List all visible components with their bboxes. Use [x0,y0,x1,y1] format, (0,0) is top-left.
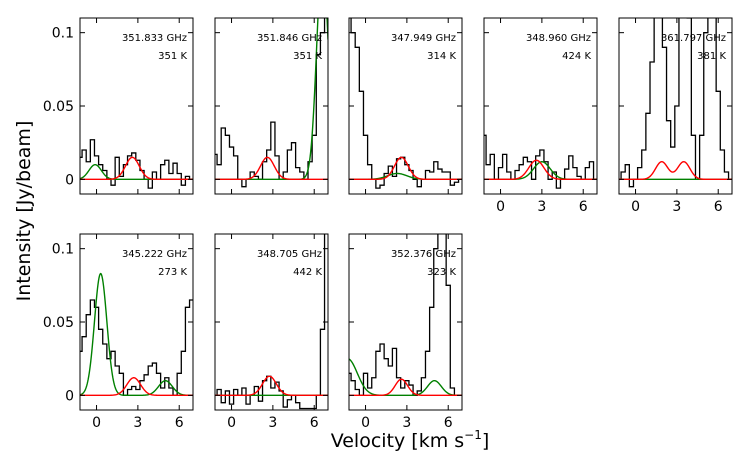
observed-spectrum [215,234,326,410]
temperature-label: 351 K [158,51,187,62]
x-tick-label: 0 [92,415,101,431]
x-tick-label: 0 [496,199,505,215]
y-tick-label: 0.1 [52,26,74,42]
panel-plot-area [619,18,732,188]
frequency-label: 351.846 GHz [257,33,322,44]
panel-frame [79,233,194,411]
panel-plot-area [484,134,597,189]
x-axis-label-main: Velocity [km s [331,430,464,452]
model-red-line [215,375,328,397]
model-red-line [80,377,193,397]
observed-spectrum [350,18,462,189]
model-red-line [484,159,597,181]
panel-plot-area [349,234,462,397]
model-red-line [349,378,462,397]
temperature-label: 424 K [562,51,591,62]
frequency-label: 351.833 GHz [122,33,187,44]
panel-3: 347.949 GHz 314 K [348,17,463,195]
panel-7: 0 3 6 348.705 GHz 442 K [214,233,329,431]
y-tick-label: 0.05 [43,315,74,331]
observed-spectrum [215,18,326,188]
panel-1: 0 0.05 0.1 351.833 GHz 351 K [43,17,194,195]
frequency-label: 345.222 GHz [122,249,187,260]
panel-plot-area [215,234,328,410]
x-axis-label: Velocity [km s−1] [331,428,490,452]
x-tick-label: 3 [268,415,277,431]
model-green-line [80,163,193,181]
x-tick-label: 6 [579,199,588,215]
panel-4: 0 3 6 348.960 GHz 424 K [483,17,598,215]
y-axis-label: Intensity [Jy/beam] [13,121,35,302]
frequency-label: 361.797 GHz [661,33,726,44]
panel-frame [348,17,463,195]
x-tick-label: 0 [227,415,236,431]
model-red-line [80,156,193,181]
y-tick-label: 0.05 [43,99,74,115]
x-tick-label: 6 [175,415,184,431]
panel-frame [79,17,194,195]
panel-plot-area [349,18,462,189]
temperature-label: 323 K [427,267,456,278]
panel-5: 0 3 6 361.797 GHz 381 K [618,17,733,215]
x-tick-label: 3 [537,199,546,215]
panel-plot-area [215,18,328,188]
observed-spectrum [80,299,193,396]
x-tick-label: 3 [133,415,142,431]
frequency-label: 347.949 GHz [391,33,456,44]
observed-spectrum [80,139,193,189]
x-tick-label: 6 [714,199,723,215]
model-green-line [349,358,462,397]
x-tick-label: 0 [631,199,640,215]
temperature-label: 314 K [427,51,456,62]
x-tick-label: 6 [310,415,319,431]
panel-8: 0 3 6 352.376 GHz 323 K [348,233,463,431]
frequency-label: 348.960 GHz [526,33,591,44]
model-red-line [619,160,732,181]
panel-plot-area [80,139,193,189]
x-tick-label: 3 [672,199,681,215]
model-red-line [349,156,462,181]
x-axis-label-close: ] [482,430,489,452]
panel-6: 0 0.05 0.1 0 3 6 345.222 GHz 273 K [43,233,194,431]
x-tick-label: 6 [444,415,453,431]
y-tick-label: 0.1 [52,242,74,258]
y-tick-label: 0 [65,388,74,404]
frequency-label: 352.376 GHz [391,249,456,260]
y-tick-label: 0 [65,172,74,188]
model-green-line [215,18,328,181]
frequency-label: 348.705 GHz [257,249,322,260]
panels-layer: 0 0.05 0.1 351.833 GHz 351 K 351.846 GHz 351 K… [43,17,733,431]
observed-spectrum [484,134,597,189]
panel-frame [214,233,329,411]
observed-spectrum [619,18,732,188]
x-axis-label-sup: −1 [464,428,482,442]
observed-spectrum [349,234,462,396]
temperature-label: 273 K [158,267,187,278]
x-tick-label: 3 [402,415,411,431]
panel-plot-area [80,272,193,397]
temperature-label: 381 K [697,51,726,62]
panel-2: 351.846 GHz 351 K [214,17,329,195]
model-red-line [215,156,328,181]
model-green-line [349,172,462,181]
panel-frame [214,17,329,195]
x-tick-label: 0 [361,415,370,431]
temperature-label: 442 K [293,267,322,278]
model-green-line [80,272,193,397]
temperature-label: 351 K [293,51,322,62]
